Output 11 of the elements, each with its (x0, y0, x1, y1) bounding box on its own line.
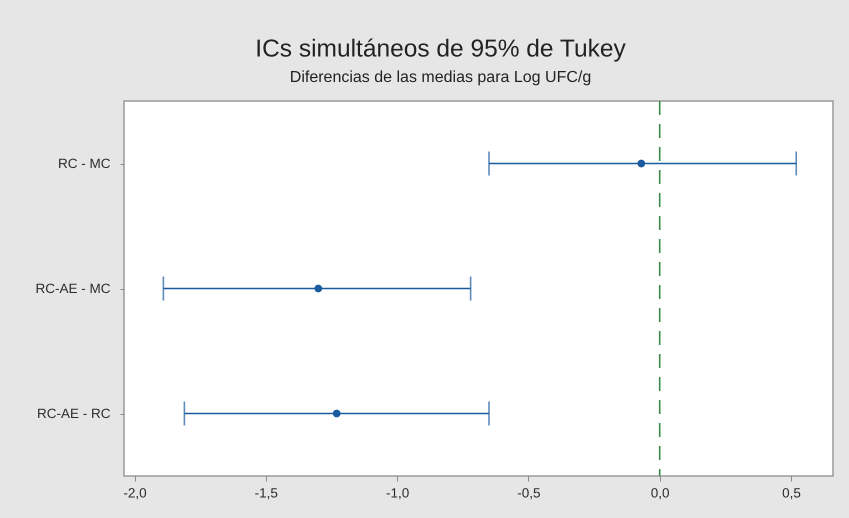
x-tick-label: -0,5 (517, 486, 541, 500)
y-tick-label: RC-AE - RC (37, 406, 111, 421)
y-tick-label: RC-AE - MC (36, 281, 111, 296)
x-tick-label: -1,5 (254, 486, 278, 500)
chart-subtitle: Diferencias de las medias para Log UFC/g (290, 69, 592, 86)
chart-title: ICs simultáneos de 95% de Tukey (255, 36, 626, 63)
y-tick-label: RC - MC (58, 156, 111, 171)
x-tick-label: -1,0 (386, 486, 410, 500)
x-tick-label: 0,5 (782, 486, 801, 500)
x-tick-label: -2,0 (123, 486, 147, 500)
x-tick-label: 0,0 (650, 486, 670, 500)
